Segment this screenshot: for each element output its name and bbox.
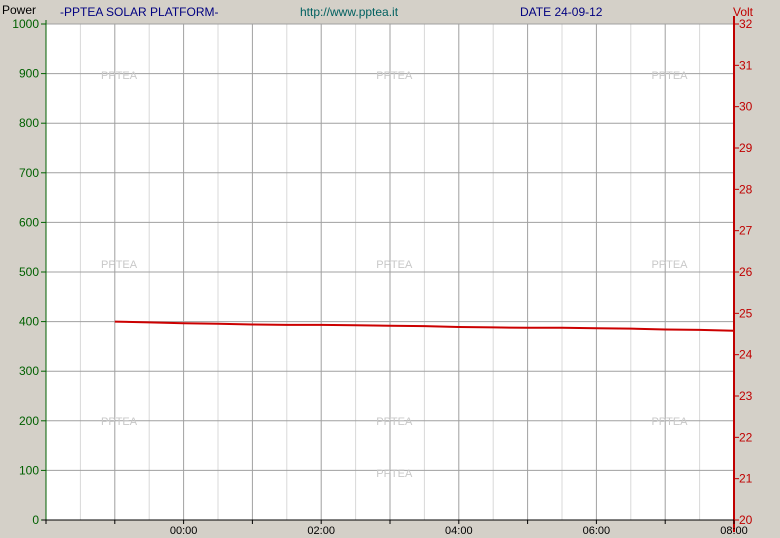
right-axis-tick-label: 20	[739, 513, 753, 527]
left-axis-tick-label: 200	[19, 414, 39, 428]
right-axis-tick-label: 31	[739, 58, 753, 72]
right-axis-tick-label: 30	[739, 100, 753, 114]
watermark-text: PPTEA	[376, 70, 413, 82]
x-axis-tick-label: 00:00	[170, 525, 198, 537]
left-axis-tick-label: 800	[19, 116, 39, 130]
watermark-text: PPTEA	[101, 70, 138, 82]
watermark-text: PPTEA	[651, 259, 688, 271]
watermark-text: PPTEA	[101, 259, 138, 271]
left-axis-tick-label: 500	[19, 265, 39, 279]
watermark-text: PPTEA	[651, 416, 688, 428]
left-axis-tick-label: 300	[19, 364, 39, 378]
left-axis-unit-label: Power	[2, 3, 37, 17]
left-axis-tick-label: 100	[19, 463, 39, 477]
x-axis-tick-label: 06:00	[583, 525, 611, 537]
watermark-text: PPTEA	[376, 468, 413, 480]
right-axis-tick-label: 28	[739, 182, 753, 196]
chart-date: DATE 24-09-12	[520, 5, 603, 19]
left-axis-tick-label: 1000	[12, 17, 39, 31]
right-axis-tick-label: 25	[739, 306, 753, 320]
left-axis-tick-label: 600	[19, 215, 39, 229]
right-axis-tick-label: 27	[739, 224, 753, 238]
watermark-text: PPTEA	[651, 70, 688, 82]
right-axis-tick-label: 23	[739, 389, 753, 403]
right-axis-tick-label: 24	[739, 348, 753, 362]
left-axis-tick-label: 400	[19, 315, 39, 329]
watermark-text: PPTEA	[376, 259, 413, 271]
right-axis-tick-label: 21	[739, 472, 753, 486]
watermark-text: PPTEA	[376, 416, 413, 428]
left-axis-tick-label: 900	[19, 67, 39, 81]
left-axis-tick-label: 700	[19, 166, 39, 180]
chart-title: -PPTEA SOLAR PLATFORM-	[60, 5, 219, 19]
x-axis-tick-label: 08:00	[720, 525, 748, 537]
x-axis-tick-label: 04:00	[445, 525, 473, 537]
right-axis-tick-label: 26	[739, 265, 753, 279]
voltage-series-line	[114, 320, 735, 332]
right-axis-tick-label: 32	[739, 17, 753, 31]
right-axis-unit-label: Volt	[733, 5, 754, 19]
x-axis-tick-label: 02:00	[307, 525, 335, 537]
left-axis-tick-label: 0	[32, 513, 39, 527]
right-axis-tick-label: 22	[739, 430, 753, 444]
watermark-text: PPTEA	[101, 416, 138, 428]
website-url: http://www.pptea.it	[300, 5, 399, 19]
right-axis-tick-label: 29	[739, 141, 753, 155]
